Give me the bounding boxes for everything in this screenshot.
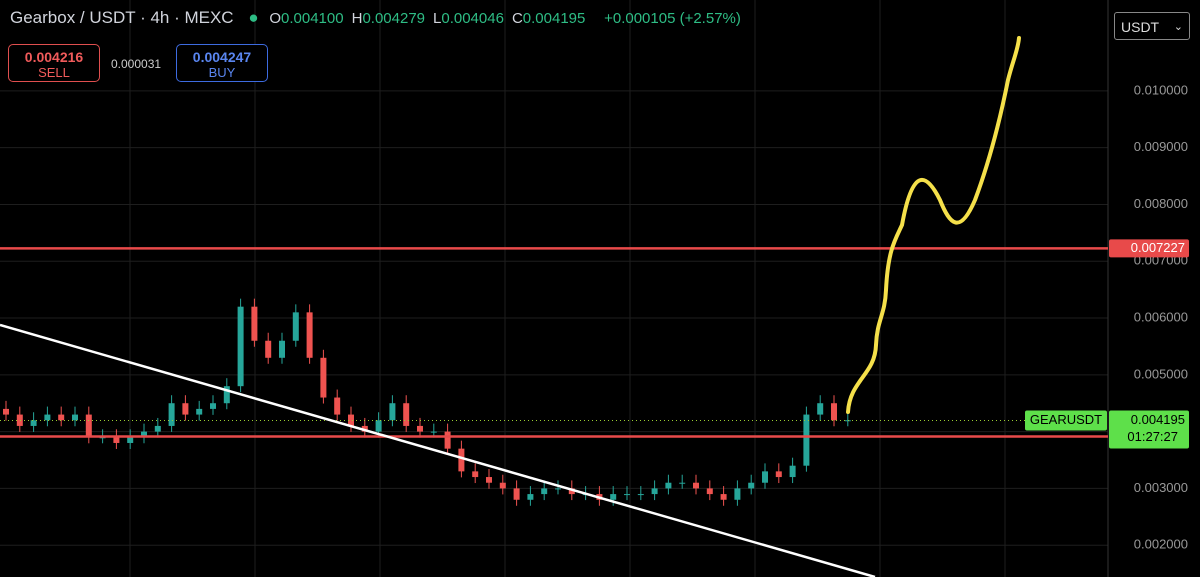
y-tick-label: 0.002000 xyxy=(1134,537,1188,552)
candle xyxy=(196,408,203,415)
candle xyxy=(734,488,741,500)
candle xyxy=(154,425,161,432)
candle xyxy=(789,465,796,478)
candle xyxy=(472,471,479,478)
candle xyxy=(720,494,727,500)
y-tick-label: 0.005000 xyxy=(1134,366,1188,381)
candle xyxy=(223,386,230,404)
candle xyxy=(555,488,561,490)
candle xyxy=(513,488,520,500)
sell-label: SELL xyxy=(38,65,70,80)
candle xyxy=(85,414,92,438)
candle xyxy=(306,312,313,358)
candle xyxy=(168,403,175,426)
candle xyxy=(651,488,658,495)
symbol-tag xyxy=(1025,410,1107,431)
candle xyxy=(251,306,258,341)
ohlc-value: 0.004195 xyxy=(522,10,586,27)
ohlc: O0.004100 H0.004279 L0.004046 C0.004195 xyxy=(269,10,593,27)
candle xyxy=(679,482,686,484)
ohlc-value: 0.004100 xyxy=(281,10,344,27)
candle xyxy=(803,414,810,466)
candle xyxy=(541,488,548,495)
ohlc-key: C xyxy=(511,10,523,27)
candle xyxy=(44,414,51,421)
chevron: ⌄ xyxy=(1173,21,1183,33)
buy-label: BUY xyxy=(208,65,236,80)
candle xyxy=(499,482,506,489)
candle xyxy=(292,312,299,341)
candle xyxy=(113,437,120,443)
candle xyxy=(444,431,451,449)
spread: 0.000031 xyxy=(111,57,162,71)
candle xyxy=(430,431,437,433)
sell-button[interactable]: 0.004216 SELL xyxy=(8,44,100,82)
candle xyxy=(748,482,755,489)
candle xyxy=(182,403,189,415)
ohlc-key: H xyxy=(351,10,363,27)
y-tick-label: 0.008000 xyxy=(1134,196,1188,211)
candle xyxy=(237,306,244,387)
trend-line xyxy=(0,323,876,577)
candle xyxy=(210,403,216,409)
candle xyxy=(16,414,23,426)
candle xyxy=(375,420,382,432)
current-label: 0.004195 xyxy=(1131,412,1185,427)
candle xyxy=(775,471,782,478)
candle xyxy=(389,403,396,421)
candle xyxy=(665,482,672,489)
current-tag xyxy=(1109,410,1189,449)
candle xyxy=(58,414,65,421)
candle xyxy=(30,420,37,426)
symbol-label: GEARUSDT xyxy=(1030,412,1102,427)
y-tick-label: 0.010000 xyxy=(1134,82,1188,97)
level-tag xyxy=(1109,239,1189,258)
buy-price: 0.004247 xyxy=(192,49,252,65)
candle xyxy=(693,482,699,489)
candle xyxy=(403,403,410,426)
symbol: Gearbox / USDT · 4h · MEXC xyxy=(10,8,234,27)
projection-drawing xyxy=(846,36,1021,414)
countdown: 01:27:27 xyxy=(1127,429,1178,444)
candle xyxy=(265,340,272,358)
ohlc-value: 0.004279 xyxy=(362,10,426,27)
candle xyxy=(610,494,617,500)
candle xyxy=(568,488,575,495)
y-tick-label: 0.009000 xyxy=(1134,139,1188,154)
currency: USDT xyxy=(1121,19,1160,35)
candle xyxy=(320,357,327,398)
candle xyxy=(844,420,851,422)
candle xyxy=(637,494,644,496)
candle xyxy=(127,437,134,443)
candle xyxy=(486,477,492,483)
candle xyxy=(817,403,824,415)
candle xyxy=(72,414,78,421)
change: +0.000105 (+2.57%) xyxy=(604,10,741,27)
candle xyxy=(624,494,630,496)
candle xyxy=(279,340,285,358)
candle xyxy=(334,397,341,415)
status-dot: ● xyxy=(248,8,259,27)
candle xyxy=(348,414,354,426)
candle xyxy=(417,425,423,432)
sell-price: 0.004216 xyxy=(24,49,84,65)
level-label: 0.007227 xyxy=(1131,240,1185,255)
ohlc-value: 0.004046 xyxy=(441,10,504,27)
ohlc-key: L xyxy=(433,10,442,27)
candle xyxy=(762,471,768,483)
candle xyxy=(3,408,9,415)
header: Gearbox / USDT · 4h · MEXC ● O0.004100 H0… xyxy=(10,8,741,28)
candle xyxy=(831,403,837,421)
candle xyxy=(141,431,147,438)
candle xyxy=(527,494,534,500)
buy-button[interactable]: 0.004247 BUY xyxy=(176,44,268,82)
y-tick-label: 0.006000 xyxy=(1134,309,1188,324)
y-tick-label: 0.003000 xyxy=(1134,480,1188,495)
candle xyxy=(706,488,713,495)
ohlc-key: O xyxy=(269,10,282,27)
currency-select[interactable]: USDT ⌄ xyxy=(1114,12,1190,40)
candle xyxy=(458,448,465,472)
